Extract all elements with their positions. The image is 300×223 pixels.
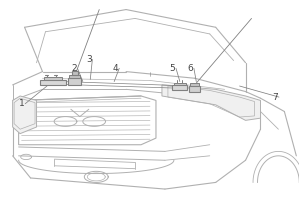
Text: 2: 2: [71, 64, 77, 73]
Polygon shape: [189, 86, 200, 92]
Polygon shape: [13, 96, 37, 134]
Text: 4: 4: [113, 64, 118, 73]
Text: 6: 6: [188, 64, 193, 73]
Polygon shape: [190, 83, 199, 86]
Polygon shape: [174, 83, 186, 85]
Polygon shape: [68, 78, 81, 85]
Polygon shape: [44, 77, 62, 81]
Text: 1: 1: [19, 99, 25, 108]
Polygon shape: [172, 85, 187, 91]
Text: 3: 3: [86, 55, 92, 64]
Polygon shape: [72, 71, 78, 75]
Text: 5: 5: [169, 64, 175, 73]
Polygon shape: [69, 75, 80, 78]
Polygon shape: [162, 85, 260, 120]
Polygon shape: [40, 81, 66, 85]
Text: 7: 7: [272, 93, 278, 102]
